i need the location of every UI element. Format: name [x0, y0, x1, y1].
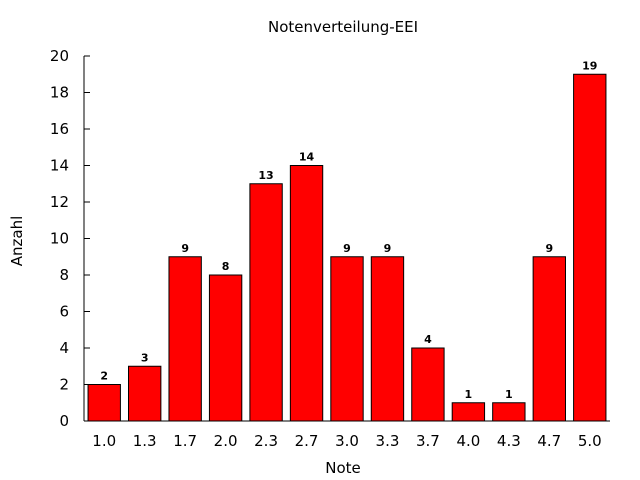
- data-label: 4: [424, 333, 432, 346]
- x-axis: 1.0 1.3 1.7 2.0 2.3 2.7 3.0 3.3 3.7 4.0 4.3 4.7 5.0: [92, 432, 601, 450]
- y-tick-label: 6: [59, 303, 69, 321]
- data-label: 19: [582, 59, 597, 72]
- data-label: 9: [545, 242, 553, 255]
- bar: [289, 165, 324, 422]
- y-tick-label: 16: [50, 120, 69, 138]
- y-tick-label: 20: [50, 47, 69, 65]
- x-tick-label: 1.3: [133, 432, 157, 450]
- x-tick-label: 2.0: [214, 432, 238, 450]
- data-label: 9: [384, 242, 392, 255]
- y-tick-label: 4: [59, 339, 69, 357]
- y-tick-label: 2: [59, 376, 69, 394]
- bar: [370, 256, 405, 422]
- bar: [87, 384, 121, 422]
- data-label: 3: [141, 351, 149, 364]
- y-tick-label: 12: [50, 193, 69, 211]
- bar: [451, 402, 486, 422]
- bar: [573, 73, 607, 422]
- data-label: 9: [343, 242, 351, 255]
- bar: [208, 274, 243, 422]
- bar: [168, 256, 202, 422]
- y-axis: 0 2 4 6 8 10 12 14 16 18 20: [50, 47, 90, 430]
- x-tick-label: 4.3: [497, 432, 521, 450]
- y-tick-label: 18: [50, 84, 69, 102]
- y-tick-label: 14: [50, 157, 69, 175]
- data-label: 8: [222, 260, 230, 273]
- x-axis-label: Note: [325, 459, 361, 477]
- data-label: 13: [258, 169, 273, 182]
- x-tick-label: 1.0: [92, 432, 116, 450]
- bar: [330, 256, 364, 422]
- data-label: 1: [505, 388, 513, 401]
- x-tick-label: 4.0: [456, 432, 480, 450]
- x-tick-label: 3.7: [416, 432, 440, 450]
- chart-title: Notenverteilung-EEI: [268, 18, 418, 36]
- y-tick-label: 0: [59, 412, 69, 430]
- y-tick-label: 8: [59, 266, 69, 284]
- x-tick-label: 4.7: [537, 432, 561, 450]
- data-label: 14: [299, 151, 315, 164]
- bar: [249, 183, 283, 422]
- x-tick-label: 2.7: [295, 432, 319, 450]
- bar: [128, 365, 162, 422]
- x-tick-label: 3.3: [376, 432, 400, 450]
- x-tick-label: 5.0: [578, 432, 602, 450]
- bar: [532, 256, 566, 422]
- y-axis-label: Anzahl: [8, 216, 26, 267]
- data-label: 2: [100, 370, 108, 383]
- data-label: 1: [465, 388, 473, 401]
- y-tick-label: 10: [50, 230, 69, 248]
- x-tick-label: 3.0: [335, 432, 359, 450]
- x-tick-label: 1.7: [173, 432, 197, 450]
- x-tick-label: 2.3: [254, 432, 278, 450]
- bar: [492, 402, 526, 422]
- data-label: 9: [181, 242, 189, 255]
- bar: [411, 347, 445, 422]
